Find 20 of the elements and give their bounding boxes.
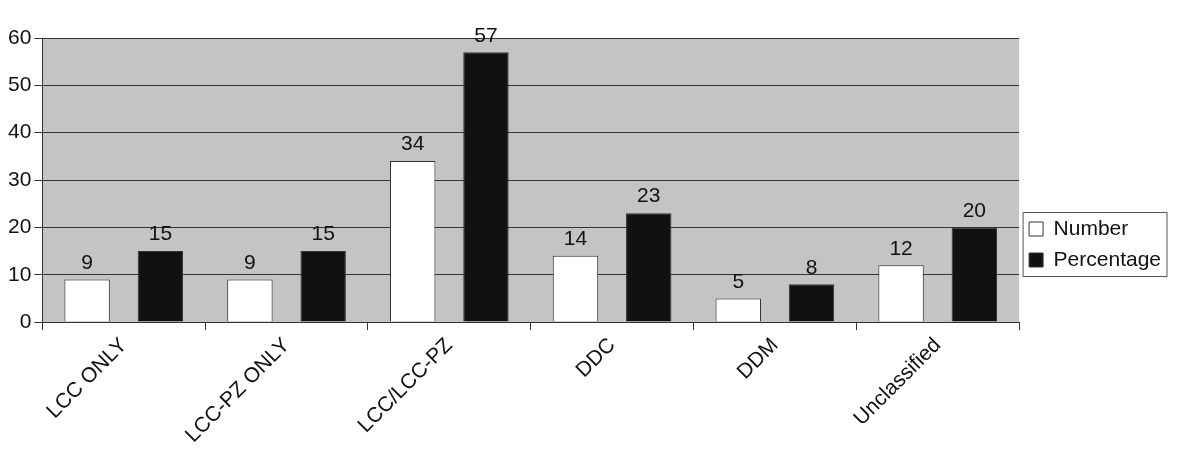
y-tick-label: 20 [8, 214, 32, 238]
legend-label: Number [1053, 215, 1129, 239]
y-tick-label: 0 [19, 308, 32, 332]
y-tick-label: 30 [8, 166, 32, 190]
data-label: 34 [401, 131, 425, 155]
data-label: 8 [805, 254, 818, 278]
y-tick-label: 50 [8, 72, 32, 96]
y-tick-label: 40 [8, 119, 32, 143]
data-label: 20 [962, 197, 986, 221]
data-label: 15 [311, 221, 335, 245]
data-label: 23 [637, 183, 661, 207]
data-label: 5 [732, 268, 745, 292]
data-label: 14 [563, 226, 588, 250]
legend-label: Percentage [1053, 246, 1162, 270]
data-label: 15 [148, 221, 173, 245]
y-tick-label: 60 [8, 24, 32, 48]
data-label: 9 [244, 249, 256, 273]
data-label: 9 [81, 249, 93, 273]
y-tick-label: 10 [8, 261, 32, 285]
data-label: 12 [889, 235, 913, 259]
